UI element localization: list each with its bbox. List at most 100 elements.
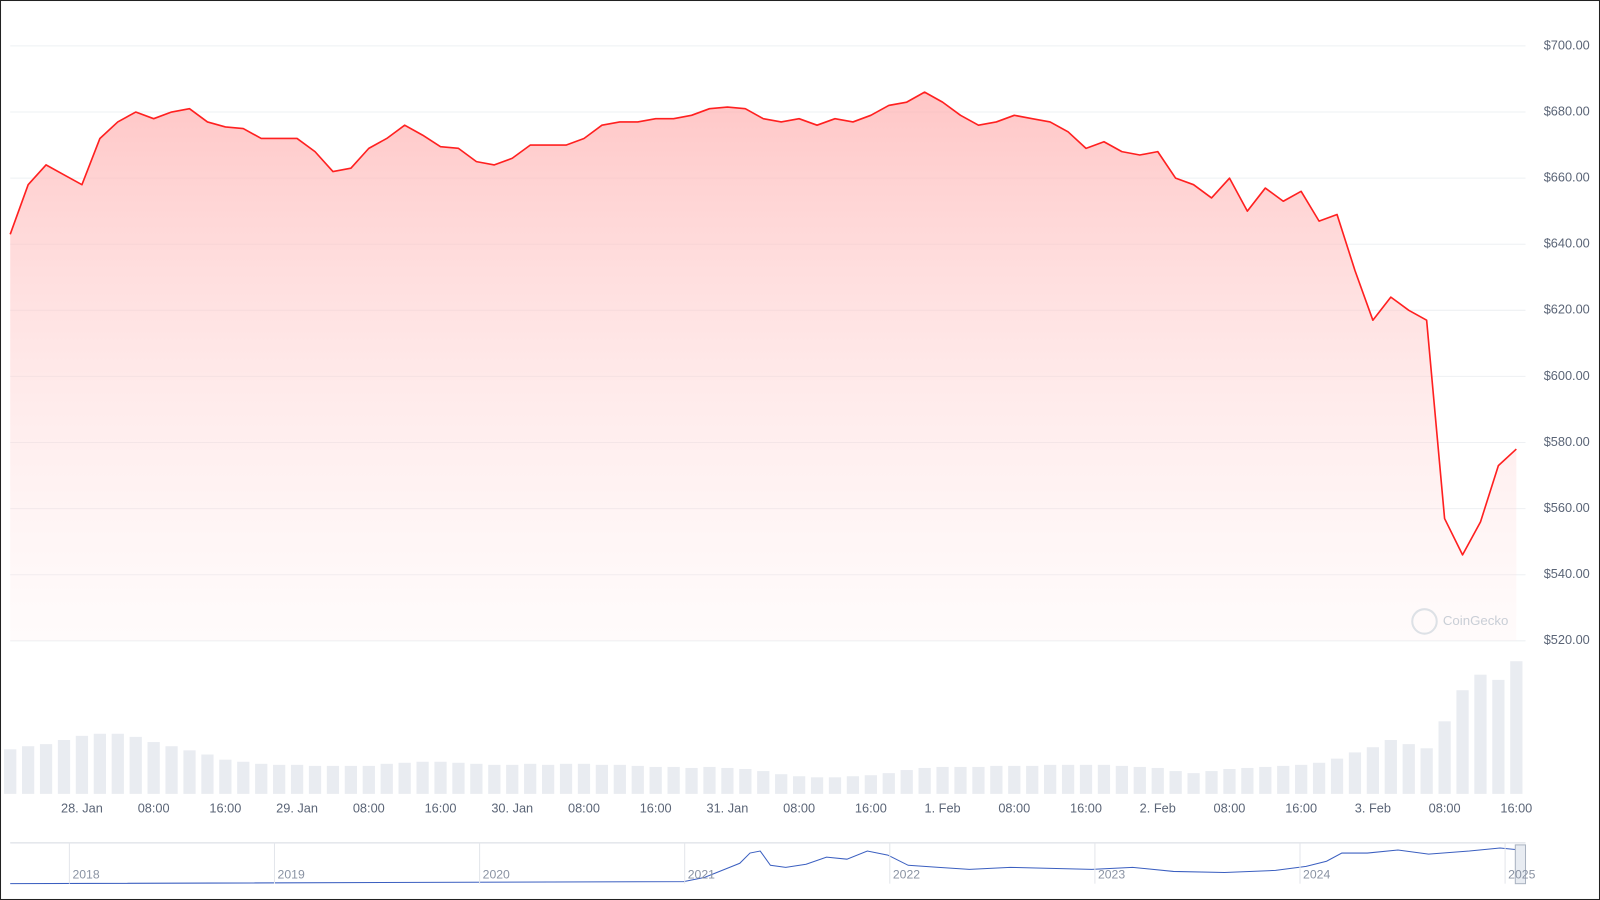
volume-bar: [1241, 767, 1254, 794]
volume-bar: [255, 763, 268, 794]
navigator-year: 2020: [483, 868, 510, 882]
volume-bar: [57, 739, 71, 794]
volume-bar: [631, 765, 644, 794]
volume-bar: [75, 735, 89, 794]
volume-bar: [93, 733, 106, 794]
navigator-year: 2024: [1303, 868, 1330, 882]
volume-bar: [290, 764, 304, 794]
volume-bar: [362, 765, 375, 794]
y-tick-label: $520.00: [1544, 632, 1590, 647]
x-tick-label: 08:00: [138, 801, 170, 816]
x-tick-label: 2. Feb: [1140, 801, 1176, 816]
volume-bar: [775, 774, 788, 794]
volume-bar: [1402, 744, 1415, 794]
navigator-handle[interactable]: [1514, 844, 1527, 885]
volume-bar: [380, 763, 393, 794]
navigator-year: 2025: [1508, 868, 1535, 882]
volume-bar: [201, 754, 214, 794]
navigator-line: [10, 847, 1521, 885]
navigator-year: 2018: [72, 868, 99, 882]
volume-bar: [1097, 764, 1111, 794]
x-tick-label: 16:00: [209, 801, 241, 816]
volume-bar: [1456, 690, 1469, 794]
volume-bar: [1205, 771, 1218, 794]
x-tick-label: 08:00: [568, 801, 600, 816]
y-tick-label: $660.00: [1544, 169, 1590, 184]
volume-bar: [1330, 758, 1344, 794]
x-tick-label: 16:00: [1070, 801, 1102, 816]
volume-bar: [4, 749, 17, 794]
x-tick-label: 1. Feb: [924, 801, 960, 816]
x-tick-label: 08:00: [783, 801, 815, 816]
volume-bar: [721, 767, 734, 794]
x-tick-label: 30. Jan: [491, 801, 533, 816]
navigator-year: 2023: [1098, 868, 1125, 882]
volume-bar: [936, 766, 949, 794]
volume-bar: [739, 769, 752, 794]
navigator: 2018 2019 2020 2021 2022 2023 2024 2025: [10, 842, 1536, 885]
volume-bar: [237, 761, 250, 794]
volume-bar: [1312, 762, 1326, 794]
volume-bar: [1492, 679, 1505, 794]
volume-bar: [1169, 771, 1182, 794]
volume-bar: [954, 766, 967, 794]
price-line: [9, 91, 1517, 556]
volume-bar: [416, 761, 429, 794]
volume-bar: [1295, 764, 1308, 794]
x-tick-label: 08:00: [1429, 801, 1461, 816]
volume-bar: [972, 766, 985, 794]
volume-bar: [1384, 739, 1397, 794]
volume-bar: [1044, 764, 1057, 794]
y-tick-label: $560.00: [1544, 500, 1590, 515]
x-tick-label: 3. Feb: [1355, 801, 1391, 816]
volume-bar: [452, 762, 465, 794]
x-tick-label: 08:00: [1213, 801, 1245, 816]
x-tick-label: 16:00: [1500, 801, 1532, 816]
navigator-year: 2021: [688, 868, 715, 882]
volume-bar: [1079, 764, 1093, 794]
volume-bar: [39, 744, 53, 794]
volume-bar: [1061, 764, 1075, 794]
volume-bar: [165, 746, 178, 794]
volume-bar: [703, 766, 716, 794]
volume-bar: [524, 763, 537, 794]
volume-bar: [613, 764, 626, 794]
volume-bar: [1366, 747, 1380, 794]
volume-bar: [488, 764, 501, 794]
y-tick-label: $580.00: [1544, 434, 1590, 449]
x-tick-label: 16:00: [855, 801, 887, 816]
volume-bar: [1026, 765, 1039, 794]
volume-bar: [506, 764, 519, 794]
y-tick-label: $680.00: [1544, 103, 1590, 118]
navigator-year: 2022: [893, 868, 920, 882]
volume-bar: [595, 764, 609, 794]
volume-bar: [1223, 769, 1236, 794]
volume-bar: [1438, 721, 1451, 794]
volume-bar: [649, 766, 662, 794]
volume-bar: [757, 771, 770, 794]
y-tick-label: $620.00: [1544, 302, 1590, 317]
x-tick-label: 08:00: [353, 801, 385, 816]
volume-bar: [793, 776, 806, 794]
y-tick-label: $640.00: [1544, 236, 1590, 251]
volume-bar: [398, 762, 411, 794]
area-fill: [10, 92, 1517, 641]
x-tick-label: 16:00: [1285, 801, 1317, 816]
volume-bar: [1008, 765, 1021, 794]
volume-bar: [1115, 765, 1128, 794]
volume-bar: [308, 765, 322, 794]
volume-bar: [1133, 766, 1146, 794]
navigator-year: 2019: [278, 868, 305, 882]
volume-bar: [559, 763, 573, 794]
volume-bar: [344, 765, 357, 794]
volume-bar: [1420, 748, 1433, 794]
volume-bar: [326, 765, 340, 794]
y-tick-label: $540.00: [1544, 566, 1590, 581]
volume-bar: [1259, 766, 1272, 794]
volume-bar: [828, 777, 842, 794]
volume-bar: [685, 767, 698, 794]
volume-bar: [667, 766, 680, 794]
volume-bar: [882, 773, 895, 794]
volume-bar: [1348, 752, 1362, 794]
volume-bar: [147, 742, 160, 794]
